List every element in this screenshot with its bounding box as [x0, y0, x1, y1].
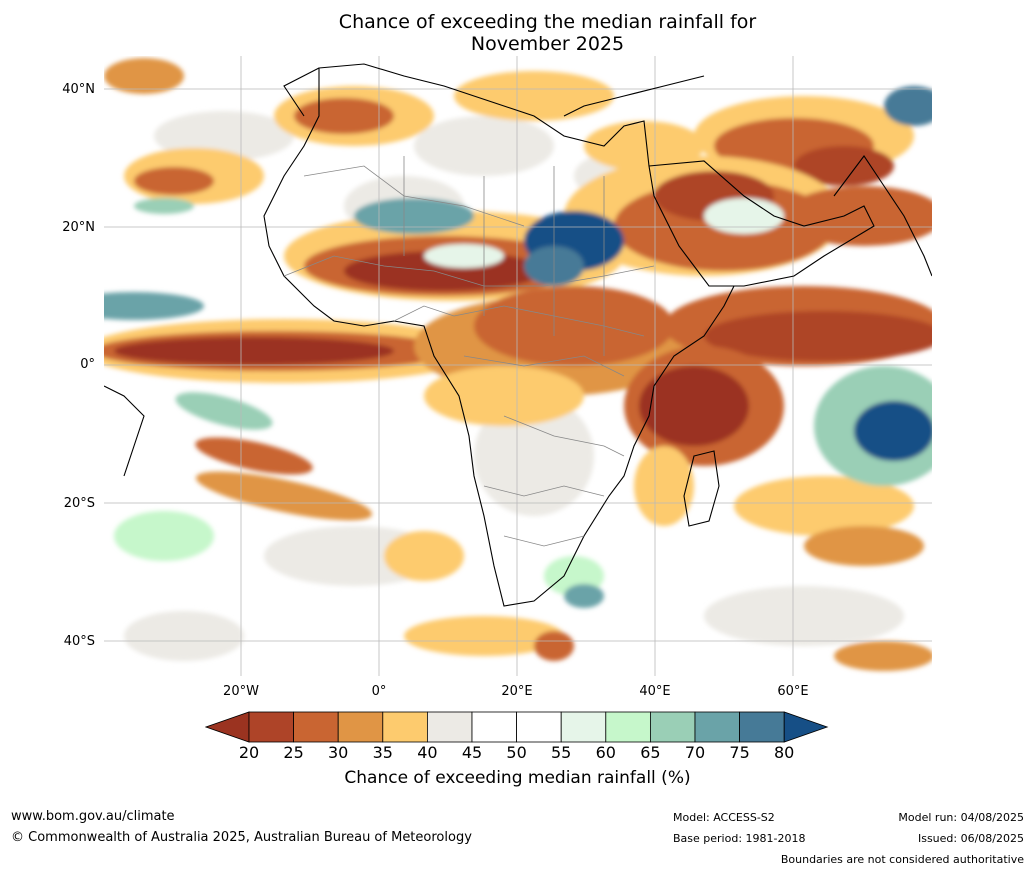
colorbar-tick-label: 35: [372, 743, 393, 762]
map-title-line1: Chance of exceeding the median rainfall …: [338, 11, 757, 33]
colorbar-segment: [471, 711, 517, 743]
colorbar-tick-label: 50: [506, 743, 527, 762]
country-borders: [283, 156, 655, 547]
lat-label-20n: 20°N: [62, 220, 95, 235]
lon-label-20e: 20°E: [501, 684, 533, 699]
colorbar-tick-label: 55: [551, 743, 572, 762]
lat-label-0: 0°: [80, 357, 95, 372]
colorbar-tick-label: 40: [417, 743, 438, 762]
colorbar-tick-label: 60: [595, 743, 616, 762]
colorbar-segment: [694, 711, 740, 743]
footer-base-period: Base period: 1981-2018: [673, 832, 806, 845]
colorbar-tick-label: 70: [684, 743, 706, 762]
colorbar-extend-high: [783, 711, 829, 743]
lat-label-20s: 20°S: [63, 496, 95, 511]
lon-label-40e: 40°E: [639, 684, 671, 699]
lon-label-60e: 60°E: [777, 684, 809, 699]
lon-label-20w: 20°W: [223, 684, 259, 699]
lon-label-0: 0°: [371, 684, 387, 699]
coastlines: [104, 63, 932, 607]
colorbar-segment: [337, 711, 384, 743]
colorbar-segment: [426, 711, 473, 743]
colorbar-tick-label: 45: [461, 743, 483, 762]
colorbar-segment: [649, 711, 696, 743]
colorbar-label: Chance of exceeding median rainfall (%): [344, 768, 691, 788]
graticule: [104, 56, 932, 676]
footer-model-run: Model run: 04/08/2025: [898, 811, 1024, 824]
map-title-line2: November 2025: [470, 33, 625, 55]
colorbar-extend-low: [205, 711, 250, 743]
colorbar-segment: [248, 711, 294, 743]
rainfall-probability-map: [104, 56, 932, 676]
colorbar: [205, 711, 829, 743]
colorbar-segment: [560, 711, 607, 743]
colorbar-segment: [382, 711, 428, 743]
footer-website: www.bom.gov.au/climate: [11, 809, 175, 824]
colorbar-tick-label: 80: [774, 743, 795, 762]
colorbar-tick-label: 30: [328, 743, 349, 762]
lat-label-40s: 40°S: [63, 634, 95, 649]
footer-copyright: © Commonwealth of Australia 2025, Austra…: [11, 830, 472, 845]
colorbar-tick-label: 20: [238, 743, 260, 762]
footer-issued: Issued: 06/08/2025: [917, 832, 1024, 845]
colorbar-segment: [293, 711, 339, 743]
footer-model: Model: ACCESS-S2: [673, 811, 775, 824]
lat-label-40n: 40°N: [62, 82, 95, 97]
colorbar-tick-label: 65: [640, 743, 661, 762]
footer-disclaimer: Boundaries are not considered authoritat…: [780, 853, 1024, 866]
colorbar-tick-label: 75: [729, 743, 750, 762]
colorbar-segment: [605, 711, 651, 743]
colorbar-tick-label: 25: [283, 743, 304, 762]
colorbar-segment: [739, 711, 785, 743]
colorbar-segment: [516, 711, 562, 743]
